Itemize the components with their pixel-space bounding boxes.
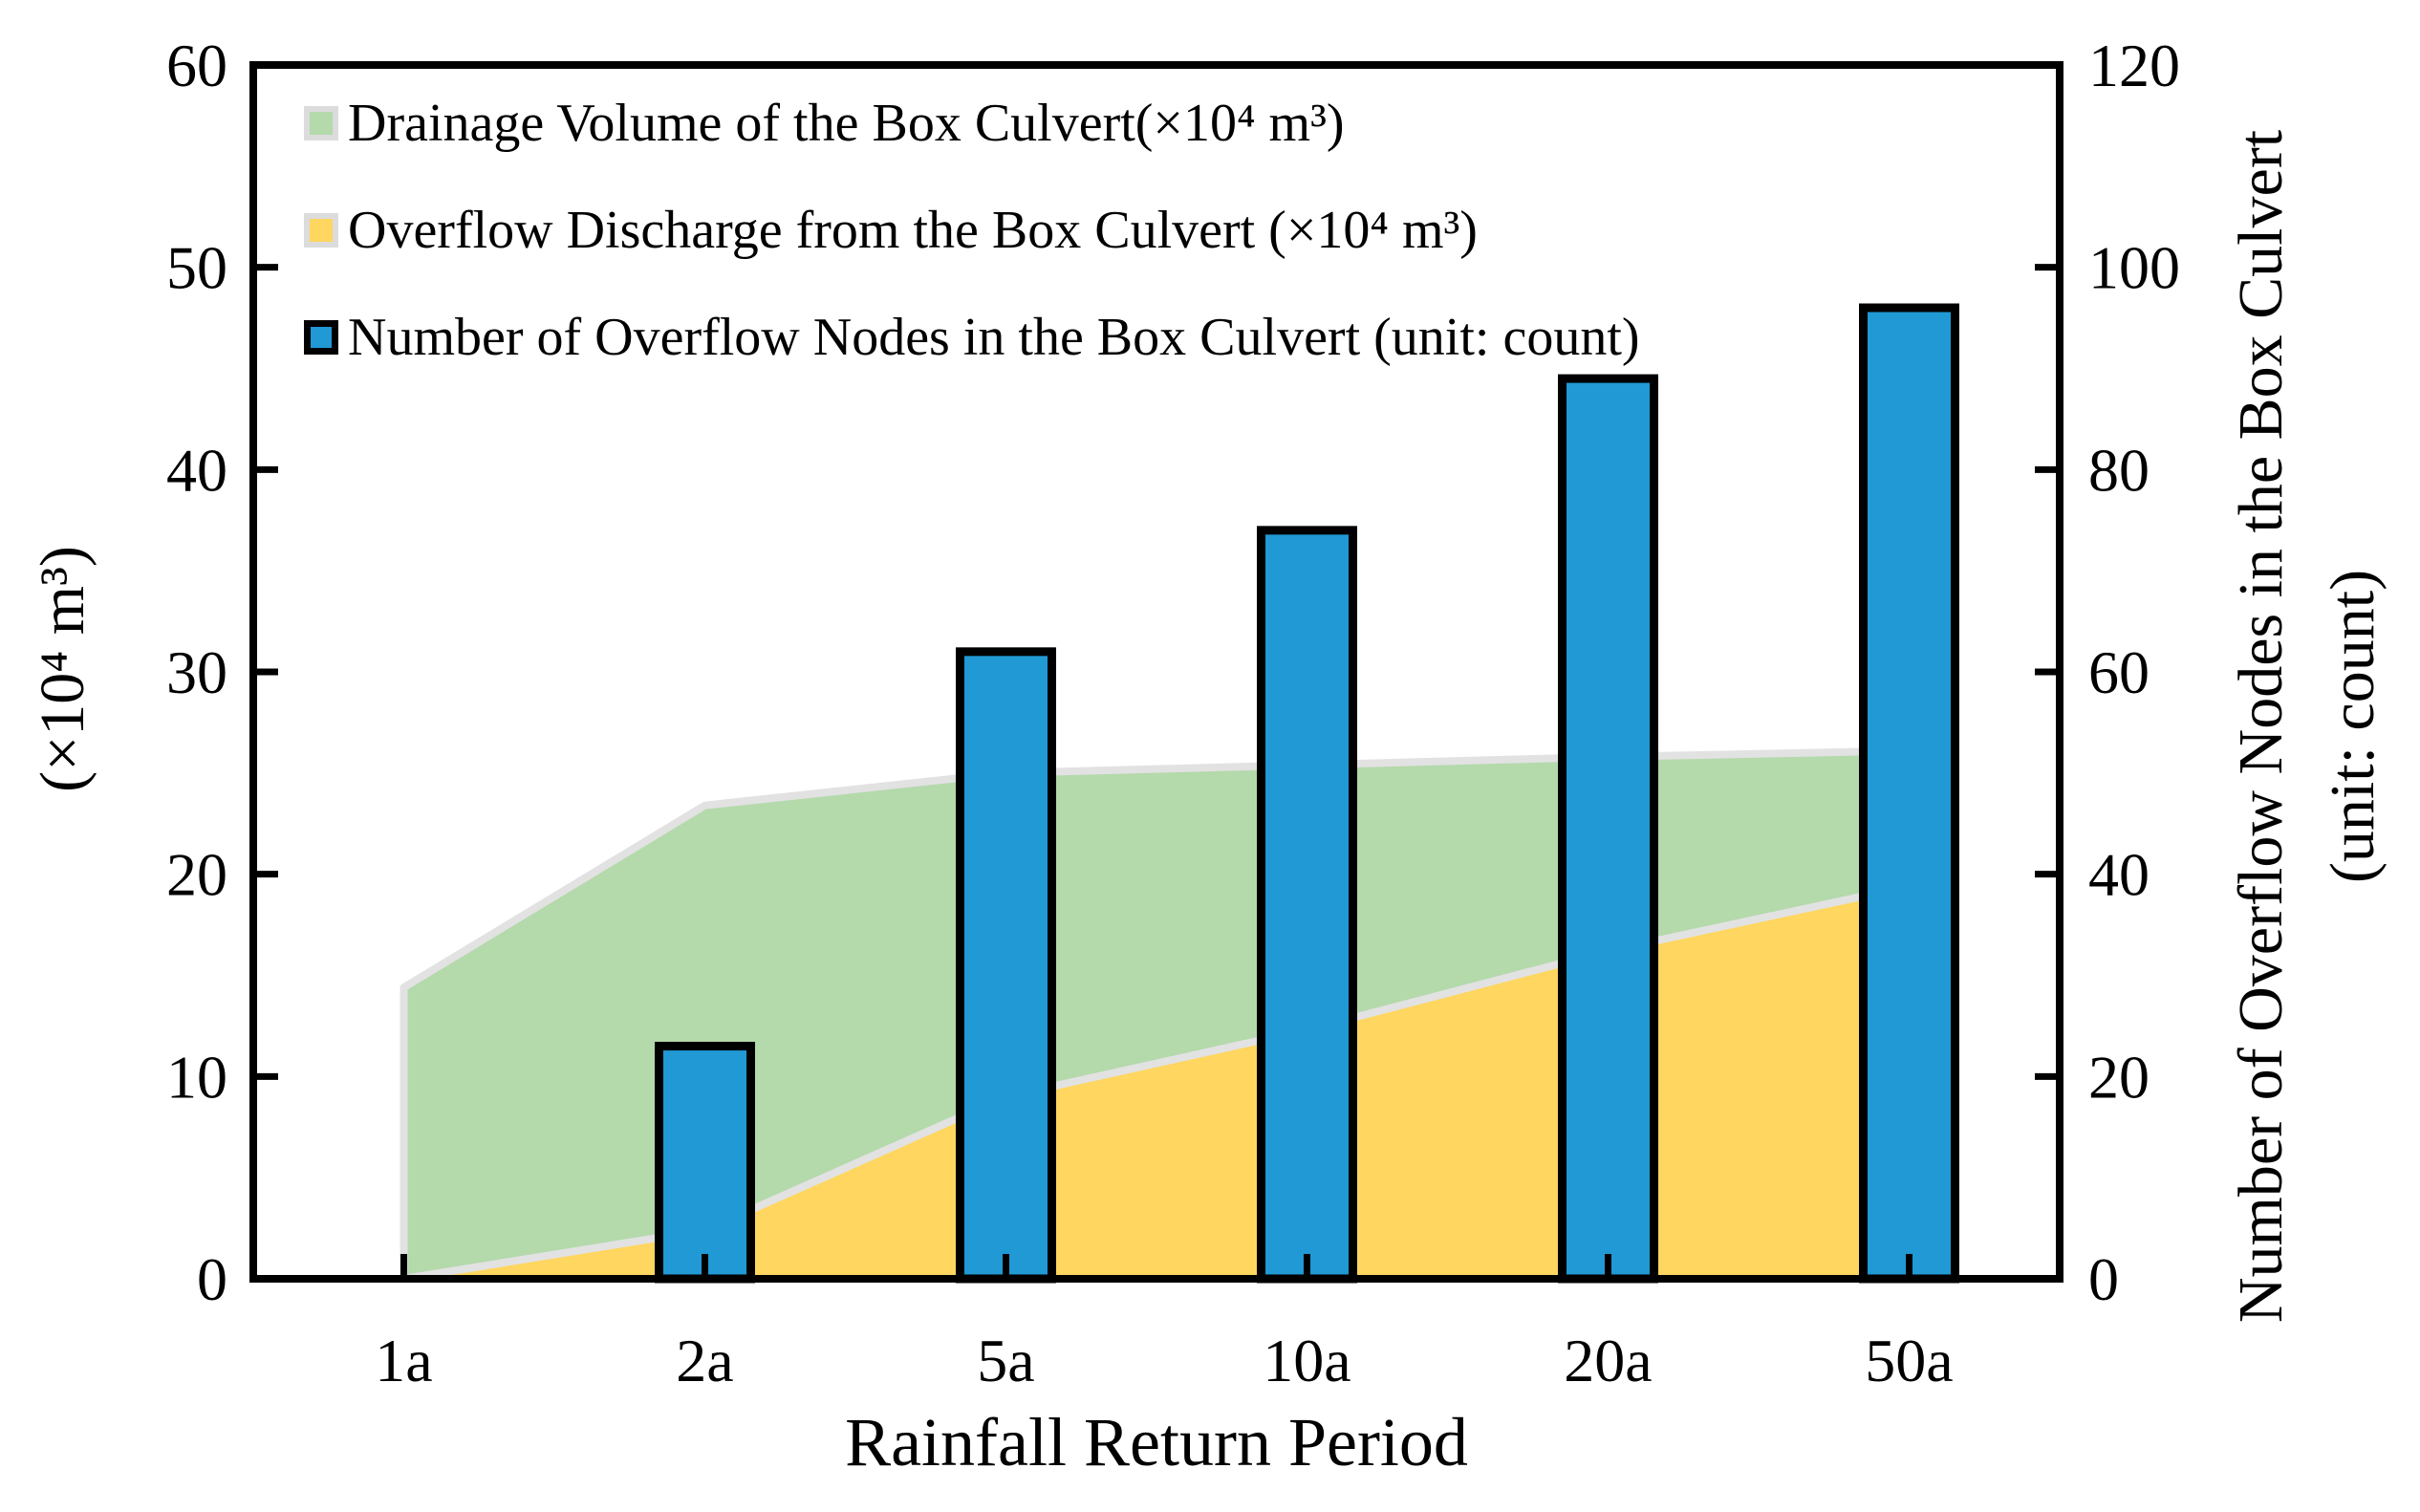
left-axis-tick-label-40: 40 <box>166 436 227 504</box>
right-axis-tick-label-20: 20 <box>2088 1043 2150 1111</box>
x-tick-label-50a: 50a <box>1865 1327 1953 1394</box>
legend: Drainage Volume of the Box Culvert(×10⁴ … <box>304 92 1640 413</box>
right-axis-tick-label-120: 120 <box>2088 32 2180 99</box>
left-axis-tick-label-60: 60 <box>166 32 227 99</box>
right-axis-title-line1: Number of Overflow Nodes in the Box Culv… <box>2226 129 2296 1324</box>
legend-item-overflow-nodes: Number of Overflow Nodes in the Box Culv… <box>304 306 1640 369</box>
x-tick-label-2a: 2a <box>676 1327 733 1394</box>
legend-label-overflow-discharge: Overflow Discharge from the Box Culvert … <box>348 201 1478 260</box>
overflow-nodes-bar-10a <box>1257 526 1357 1284</box>
left-axis-tick-label-20: 20 <box>166 841 227 909</box>
right-axis-tick-label-100: 100 <box>2088 234 2180 302</box>
legend-label-drainage-volume: Drainage Volume of the Box Culvert(×10⁴ … <box>348 94 1345 153</box>
legend-item-overflow-discharge: Overflow Discharge from the Box Culvert … <box>304 199 1640 262</box>
drainage-volume-swatch-icon <box>304 106 338 140</box>
left-axis-tick-label-50: 50 <box>166 234 227 302</box>
x-tick-label-1a: 1a <box>375 1327 432 1394</box>
right-axis-tick-label-80: 80 <box>2088 436 2150 504</box>
x-axis-title: Rainfall Return Period <box>845 1404 1468 1480</box>
left-axis-tick-label-30: 30 <box>166 638 227 706</box>
x-tick-label-10a: 10a <box>1263 1327 1350 1394</box>
right-axis-tick-label-60: 60 <box>2088 638 2150 706</box>
left-axis-title: (×10⁴ m³) <box>28 546 97 792</box>
right-axis-tick-label-40: 40 <box>2088 841 2150 909</box>
overflow-nodes-bar-20a <box>1558 374 1658 1284</box>
x-tick-label-20a: 20a <box>1564 1327 1652 1394</box>
overflow-discharge-swatch-icon <box>304 213 338 248</box>
left-axis-tick-label-0: 0 <box>197 1245 227 1313</box>
overflow-nodes-swatch-icon <box>304 320 338 355</box>
overflow-discharge-area <box>403 886 1910 1279</box>
overflow-nodes-bar-5a <box>956 647 1056 1284</box>
overflow-nodes-bar-2a <box>655 1042 755 1284</box>
right-axis-tick-label-0: 0 <box>2088 1245 2119 1313</box>
x-tick-label-5a: 5a <box>977 1327 1034 1394</box>
right-axis-title-line2: (unit: count) <box>2318 569 2388 884</box>
legend-label-overflow-nodes: Number of Overflow Nodes in the Box Culv… <box>348 308 1640 367</box>
legend-item-drainage-volume: Drainage Volume of the Box Culvert(×10⁴ … <box>304 92 1640 155</box>
left-axis-tick-label-10: 10 <box>166 1043 227 1111</box>
overflow-nodes-bar-50a <box>1859 303 1959 1284</box>
